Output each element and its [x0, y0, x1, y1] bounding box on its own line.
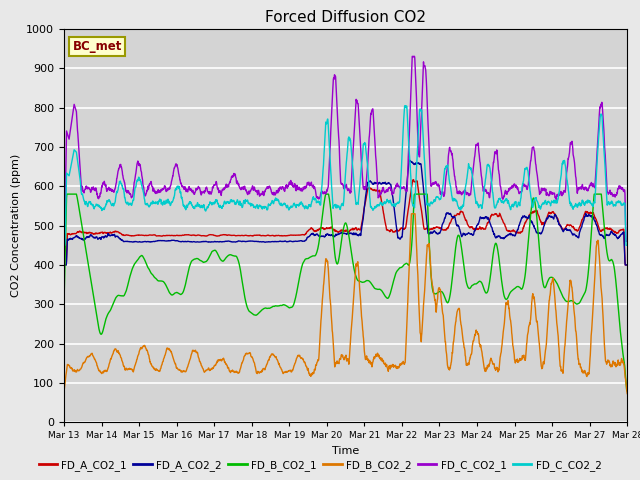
- Title: Forced Diffusion CO2: Forced Diffusion CO2: [265, 10, 426, 25]
- Y-axis label: CO2 Concentration (ppm): CO2 Concentration (ppm): [11, 154, 20, 297]
- Legend: FD_A_CO2_1, FD_A_CO2_2, FD_B_CO2_1, FD_B_CO2_2, FD_C_CO2_1, FD_C_CO2_2: FD_A_CO2_1, FD_A_CO2_2, FD_B_CO2_1, FD_B…: [35, 456, 605, 475]
- X-axis label: Time: Time: [332, 446, 359, 456]
- Text: BC_met: BC_met: [72, 40, 122, 53]
